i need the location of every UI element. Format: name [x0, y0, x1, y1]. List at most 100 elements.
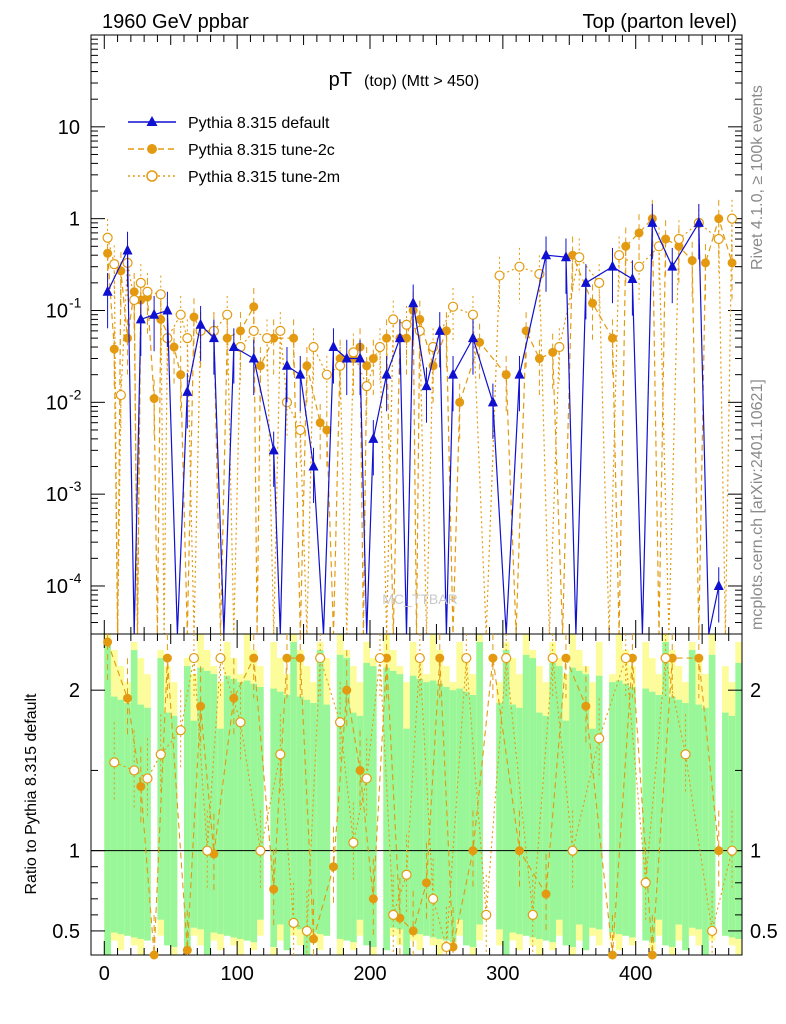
y-tick-label-base: 10: [46, 576, 68, 598]
ratio-band-green: [629, 686, 636, 938]
data-point: [228, 341, 239, 352]
data-point: [388, 314, 399, 325]
mcplots-side-label: mcplots.cern.ch [arXiv:2401.10621]: [749, 379, 766, 630]
data-point: [123, 333, 133, 343]
ratio-line: [107, 641, 720, 956]
data-point: [607, 333, 617, 343]
x-tick-label: 0: [99, 963, 110, 985]
data-point: [142, 286, 153, 297]
ratio-band-green: [449, 690, 457, 943]
y-tick-label-exp: -2: [69, 386, 82, 402]
data-point: [514, 261, 525, 272]
data-point: [222, 333, 232, 343]
data-point: [122, 244, 133, 255]
ratio-band-green: [562, 720, 570, 946]
data-point: [700, 258, 710, 268]
data-point: [335, 360, 346, 371]
ratio-point: [441, 941, 452, 953]
data-point: [374, 341, 386, 353]
data-point: [322, 425, 332, 435]
ratio-band-green: [416, 678, 424, 935]
data-point: [408, 297, 419, 308]
ratio-band-green: [303, 699, 311, 955]
ratio-band-green: [609, 682, 616, 933]
data-point: [321, 369, 332, 380]
legend-label-tune-2m: Pythia 8.315 tune-2m: [188, 169, 340, 186]
data-point: [308, 341, 319, 353]
x-tick-label: 400: [619, 963, 652, 985]
ratio-band-green: [336, 654, 344, 939]
ratio-band-green: [283, 694, 291, 951]
ratio-point: [235, 717, 246, 728]
ratio-band-green: [502, 650, 510, 955]
ratio-point: [428, 893, 439, 904]
ratio-band-green: [223, 675, 231, 936]
data-point: [534, 354, 544, 364]
series-line: [107, 218, 733, 635]
y-tick-label-base: 10: [46, 484, 68, 506]
ratio-band-green: [350, 712, 357, 943]
ratio-point: [123, 693, 133, 703]
y-tick-label: 10: [58, 117, 80, 139]
data-point: [548, 347, 558, 357]
ratio-band-green: [536, 712, 543, 939]
ratio-point: [342, 685, 352, 695]
ratio-point: [275, 749, 286, 760]
ratio-y-tick-label-right: 2: [750, 680, 761, 702]
ratio-point: [488, 653, 498, 663]
ratio-point: [640, 877, 651, 888]
legend-label-default: Pythia 8.315 default: [188, 115, 330, 132]
ratio-point: [594, 733, 605, 744]
ratio-band-green: [668, 696, 676, 947]
data-point: [607, 260, 618, 271]
data-point: [726, 213, 738, 224]
data-point: [248, 325, 259, 336]
ratio-point: [282, 653, 292, 663]
ratio-band-green: [615, 680, 623, 935]
ratio-band-green: [130, 650, 138, 938]
ratio-band-green: [310, 703, 317, 933]
ratio-point: [660, 652, 671, 664]
data-point: [487, 396, 498, 407]
data-point: [501, 370, 511, 380]
ratio-band-green: [277, 691, 284, 925]
data-point: [103, 248, 113, 258]
data-point: [381, 368, 392, 379]
data-point: [155, 289, 166, 300]
ratio-point: [414, 652, 425, 664]
ratio-band-green: [722, 712, 729, 936]
data-point: [541, 249, 552, 260]
data-point: [687, 256, 697, 266]
ratio-y-tick-label-left: 1: [69, 841, 80, 863]
y-tick-label-exp: -4: [69, 570, 82, 586]
ratio-point: [468, 846, 478, 856]
data-point: [129, 294, 140, 306]
data-point: [102, 285, 113, 296]
watermark: MC_TTBAR: [382, 591, 457, 607]
ratio-point: [162, 653, 172, 663]
ratio-band-green: [370, 666, 377, 947]
data-point: [713, 579, 724, 590]
ratio-band-green: [702, 707, 709, 955]
data-point: [182, 385, 193, 396]
data-point: [621, 241, 631, 251]
data-point: [135, 313, 146, 324]
y-tick-label-base: 10: [46, 392, 68, 414]
ratio-band-green: [197, 667, 204, 930]
ratio-band-green: [695, 704, 703, 930]
ratio-band-green: [323, 704, 331, 936]
data-point: [261, 333, 273, 344]
ratio-point: [647, 950, 657, 960]
ratio-band-green: [423, 682, 430, 936]
data-point: [467, 332, 478, 343]
legend-entry-tune-2m: Pythia 8.315 tune-2m: [128, 169, 340, 186]
ratio-band-green: [383, 667, 390, 951]
data-point: [667, 260, 678, 271]
legend-label-tune-2c: Pythia 8.315 tune-2c: [188, 142, 335, 159]
ratio-band-green: [456, 688, 463, 920]
ratio-y-axis-label: Ratio to Pythia 8.315 default: [23, 693, 40, 895]
ratio-point: [541, 889, 551, 899]
data-point: [368, 354, 378, 364]
data-point: [208, 332, 219, 343]
data-point: [268, 444, 279, 455]
